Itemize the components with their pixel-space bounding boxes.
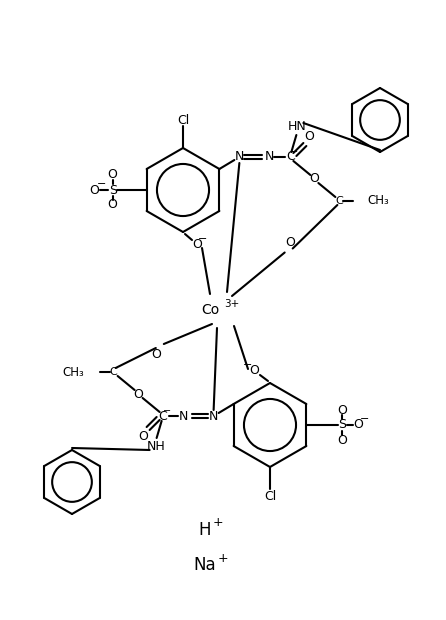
Text: O: O [338, 404, 347, 417]
Text: Na: Na [194, 556, 216, 574]
Text: C: C [286, 151, 295, 164]
Text: O: O [286, 236, 296, 249]
Text: S: S [339, 418, 347, 432]
Text: O: O [249, 365, 259, 378]
Text: C: C [158, 409, 167, 422]
Text: N: N [235, 151, 244, 164]
Text: O: O [107, 169, 118, 182]
Text: O: O [139, 430, 149, 443]
Text: O: O [310, 172, 319, 185]
Text: C: C [335, 196, 343, 206]
Text: O: O [192, 237, 202, 250]
Text: +: + [213, 516, 223, 529]
Text: O: O [134, 388, 144, 401]
Text: H: H [199, 521, 211, 539]
Text: −: − [244, 360, 253, 370]
Text: CH₃: CH₃ [62, 366, 84, 378]
Text: Co: Co [202, 303, 220, 317]
Text: O: O [90, 184, 99, 197]
Text: S: S [109, 184, 116, 197]
Text: O: O [305, 130, 314, 143]
Text: 3+: 3+ [224, 299, 239, 309]
Text: −: − [97, 179, 106, 189]
Text: O: O [338, 433, 347, 446]
Text: C: C [110, 367, 117, 377]
Text: Cl: Cl [264, 490, 276, 503]
Text: O: O [107, 198, 118, 211]
Text: −: − [359, 414, 369, 424]
Text: −: − [290, 147, 298, 157]
Text: +: + [218, 552, 229, 564]
Text: O: O [151, 347, 161, 360]
Text: N: N [209, 409, 218, 422]
Text: −: − [198, 234, 208, 244]
Text: HN: HN [288, 120, 307, 133]
Text: NH: NH [146, 440, 165, 453]
Text: −: − [162, 406, 171, 416]
Text: CH₃: CH₃ [368, 195, 389, 208]
Text: N: N [179, 409, 188, 422]
Text: O: O [353, 418, 363, 432]
Text: N: N [264, 151, 274, 164]
Text: Cl: Cl [177, 113, 189, 126]
